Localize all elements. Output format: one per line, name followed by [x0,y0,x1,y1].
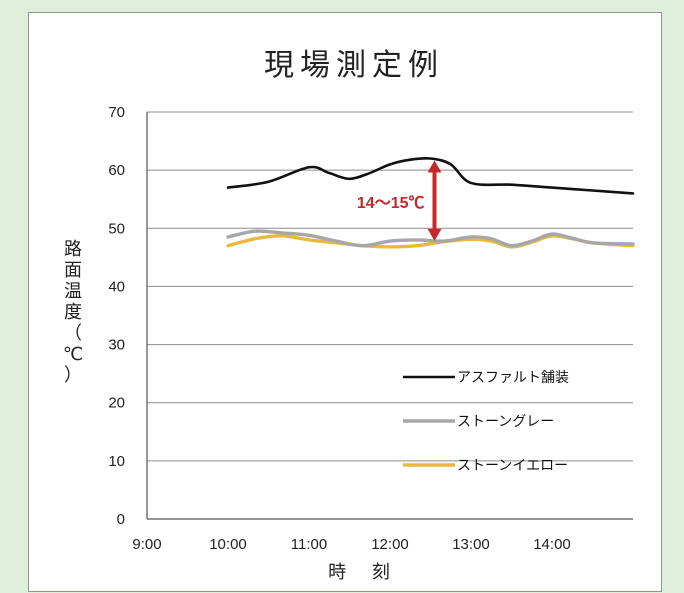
gridlines [147,111,633,462]
y-label-char: ） [64,365,82,386]
y-tick-30: 30 [108,337,125,354]
annotation-label: 14～15℃ [357,194,425,212]
y-tick-10: 10 [108,453,125,470]
y-tick-70: 70 [108,104,125,121]
y-tick-50: 50 [108,220,125,237]
y-label-char: ℃ [63,344,83,365]
y-label-char: 度 [64,302,82,323]
y-tick-60: 60 [108,162,125,179]
legend-label-0: アスファルト舗装 [457,370,569,386]
legend-label-2: ストーンイエロー [457,458,568,474]
y-tick-40: 40 [108,278,125,295]
y-label-char: （ [64,323,82,344]
series-line-0 [226,156,635,195]
x-tick-1300: 13:00 [452,536,490,553]
legend-label-1: ストーングレー [457,414,554,430]
y-tick-0: 0 [117,511,125,528]
chart-panel: 現場測定例 0 10 20 30 40 50 60 70 9:00 10:00 11:00 12:0… [28,12,662,592]
x-tick-1400: 14:00 [533,536,571,553]
y-label-char: 温 [64,281,82,302]
x-tick-1000: 10:00 [209,536,247,553]
annotation-arrow-down-head [427,228,442,241]
series-line-1 [226,229,635,248]
x-tick-labels: 9:00 10:00 11:00 12:00 13:00 14:00 [132,536,570,553]
x-tick-1100: 11:00 [291,536,327,553]
chart-title: 現場測定例 [264,48,444,83]
y-label-char: 路 [64,239,82,260]
difference-annotation: 14～15℃ [357,160,442,241]
data-series [226,156,635,249]
y-tick-20: 20 [108,395,125,412]
x-axis-label: 時 刻 [328,562,400,583]
axes [146,112,633,520]
annotation-arrow-up-head [427,160,442,173]
x-tick-1200: 12:00 [371,536,409,553]
y-label-char: 面 [64,260,82,281]
line-chart: 現場測定例 0 10 20 30 40 50 60 70 9:00 10:00 11:00 12:0… [63,48,635,583]
x-tick-900: 9:00 [132,536,161,553]
y-tick-labels: 0 10 20 30 40 50 60 70 [108,104,125,528]
